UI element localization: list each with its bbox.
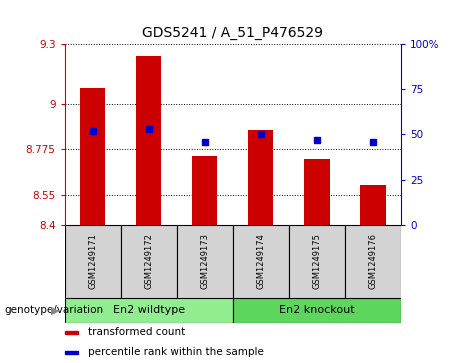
Text: En2 knockout: En2 knockout — [279, 305, 355, 315]
Bar — [304, 159, 330, 225]
Bar — [345, 225, 401, 298]
Title: GDS5241 / A_51_P476529: GDS5241 / A_51_P476529 — [142, 26, 323, 40]
Bar — [289, 225, 345, 298]
Bar — [80, 88, 105, 225]
Bar — [192, 156, 218, 225]
Text: GSM1249171: GSM1249171 — [88, 233, 97, 289]
Bar — [233, 225, 289, 298]
Bar — [65, 351, 78, 354]
Text: GSM1249172: GSM1249172 — [144, 233, 153, 289]
Bar — [136, 56, 161, 225]
Bar — [233, 298, 401, 323]
Text: GSM1249173: GSM1249173 — [200, 233, 209, 289]
Bar — [121, 225, 177, 298]
Bar — [65, 298, 233, 323]
Text: GSM1249174: GSM1249174 — [256, 233, 266, 289]
Text: transformed count: transformed count — [88, 327, 185, 337]
Bar — [361, 185, 386, 225]
Text: GSM1249176: GSM1249176 — [368, 233, 378, 289]
Bar — [65, 225, 121, 298]
Bar — [248, 130, 273, 225]
Text: GSM1249175: GSM1249175 — [313, 233, 321, 289]
Text: ▶: ▶ — [52, 305, 60, 315]
Bar — [65, 331, 78, 334]
Text: percentile rank within the sample: percentile rank within the sample — [88, 347, 264, 357]
Text: genotype/variation: genotype/variation — [5, 305, 104, 315]
Text: En2 wildtype: En2 wildtype — [112, 305, 185, 315]
Bar — [177, 225, 233, 298]
